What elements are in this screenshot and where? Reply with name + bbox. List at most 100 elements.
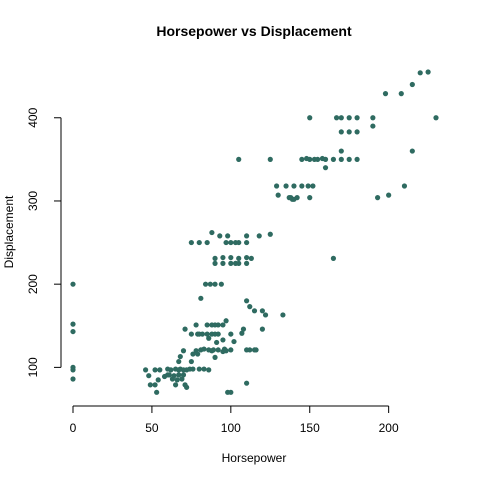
data-point — [217, 233, 223, 239]
data-point — [143, 367, 149, 373]
data-point — [244, 380, 250, 386]
data-point — [299, 183, 305, 189]
data-point — [70, 321, 76, 327]
data-point — [174, 377, 180, 383]
x-tick-label: 0 — [70, 421, 77, 435]
data-point — [223, 348, 229, 354]
data-point — [204, 331, 210, 337]
data-point — [176, 358, 182, 365]
data-point — [228, 331, 234, 337]
data-point — [196, 239, 202, 246]
data-point — [220, 260, 226, 266]
data-point — [267, 156, 273, 162]
y-tick-label: 300 — [26, 191, 40, 211]
data-point — [188, 331, 194, 337]
data-point — [240, 326, 247, 332]
data-point — [228, 389, 234, 395]
data-point — [239, 330, 245, 336]
data-point — [273, 183, 280, 189]
data-point — [346, 129, 352, 135]
data-point — [215, 331, 221, 337]
data-point — [283, 183, 289, 189]
x-tick-label: 100 — [221, 421, 241, 435]
data-point — [291, 183, 297, 189]
data-point — [180, 348, 187, 354]
data-point — [180, 372, 187, 378]
data-point — [354, 115, 360, 121]
data-point — [247, 347, 253, 353]
data-point — [228, 347, 234, 353]
data-point — [398, 91, 404, 97]
data-point — [154, 389, 160, 395]
data-point — [210, 347, 217, 353]
data-point — [195, 351, 201, 357]
data-point — [370, 123, 376, 129]
x-axis-title: Horsepower — [222, 451, 287, 465]
data-point — [425, 69, 431, 75]
data-point — [338, 148, 344, 154]
data-point — [315, 156, 321, 162]
y-tick-label: 400 — [26, 107, 40, 127]
data-point — [223, 318, 229, 324]
data-point — [190, 351, 196, 357]
data-point — [244, 239, 250, 246]
y-tick-label: 200 — [26, 274, 40, 294]
data-point — [247, 304, 253, 310]
data-point — [236, 156, 242, 162]
data-points — [70, 69, 439, 395]
data-point — [209, 229, 215, 236]
data-point — [152, 382, 158, 388]
data-point — [354, 129, 360, 135]
data-point — [338, 115, 344, 121]
data-point — [171, 373, 177, 379]
data-point — [228, 254, 234, 261]
x-tick-label: 150 — [300, 421, 320, 435]
data-point — [236, 260, 242, 266]
data-point — [177, 353, 183, 360]
data-point — [166, 372, 172, 378]
data-point — [220, 337, 226, 343]
data-point — [172, 382, 179, 388]
data-point — [275, 192, 281, 198]
data-point — [188, 239, 194, 246]
data-point — [207, 281, 213, 287]
data-point — [146, 373, 152, 379]
data-point — [305, 183, 311, 189]
y-axis: 100 200 300 400 — [26, 107, 62, 377]
data-point — [370, 115, 376, 121]
data-point — [280, 312, 286, 318]
x-tick-label: 50 — [145, 421, 159, 435]
data-point — [228, 239, 234, 246]
data-point — [409, 81, 415, 88]
data-point — [212, 354, 218, 360]
data-point — [338, 129, 344, 135]
data-point — [244, 254, 250, 261]
data-point — [322, 156, 329, 162]
data-point — [212, 281, 218, 287]
data-point — [375, 195, 381, 201]
data-point — [307, 115, 313, 121]
data-point — [157, 367, 163, 373]
data-point — [201, 366, 207, 372]
data-point — [294, 195, 300, 201]
data-point — [179, 376, 185, 382]
x-tick-label: 200 — [379, 421, 399, 435]
data-point — [206, 367, 212, 373]
data-point — [433, 115, 439, 121]
data-point — [244, 260, 250, 266]
data-point — [220, 322, 226, 328]
data-point — [214, 339, 220, 346]
data-point — [236, 255, 242, 261]
data-point — [307, 156, 313, 162]
data-point — [262, 312, 269, 318]
data-point — [244, 298, 250, 304]
data-point — [176, 372, 182, 378]
data-point — [168, 367, 174, 373]
data-point — [199, 331, 206, 337]
data-point — [417, 70, 423, 76]
data-point — [202, 281, 209, 287]
data-point — [346, 115, 352, 121]
data-point — [212, 255, 218, 261]
